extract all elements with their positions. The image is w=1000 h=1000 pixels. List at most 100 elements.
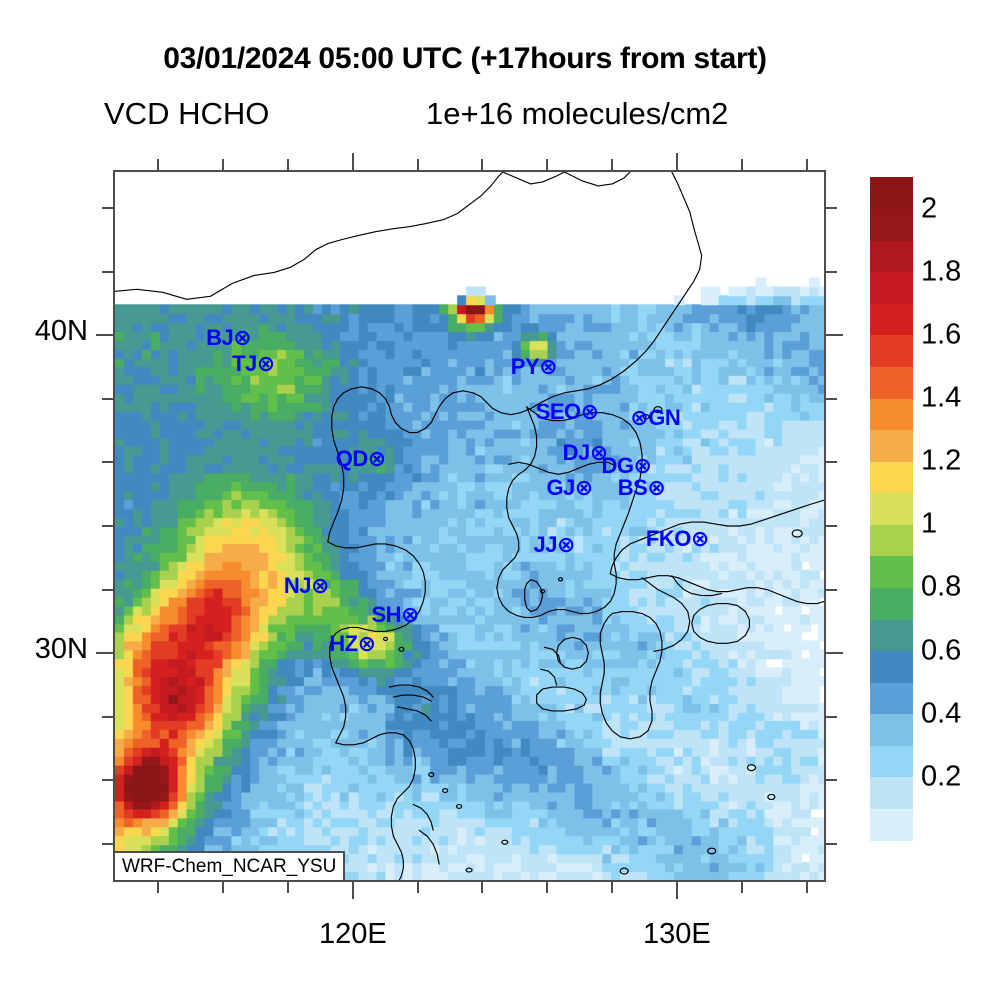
x-tick-minor-top xyxy=(287,159,289,170)
x-tick-minor xyxy=(481,882,484,893)
y-tick-minor xyxy=(102,715,113,718)
city-point-icon: ⊗ xyxy=(401,602,419,627)
city-label: DG xyxy=(601,452,635,478)
x-tick-minor-top xyxy=(611,159,614,170)
city-point-icon: ⊗ xyxy=(311,573,329,599)
colorbar-band xyxy=(870,271,913,304)
city-label: NJ xyxy=(283,573,312,599)
colorbar-tick-label: 0.6 xyxy=(921,634,962,667)
model-credit-text: WRF-Chem_NCAR_YSU xyxy=(122,855,337,877)
city-label: GJ xyxy=(546,474,575,500)
city-label: QD xyxy=(335,446,369,472)
city-marker-bj: BJ⊗ xyxy=(206,325,252,351)
variable-label: VCD HCHO xyxy=(104,96,270,131)
x-tick-minor xyxy=(416,882,419,893)
y-tick-minor xyxy=(102,779,113,782)
colorbar-tick-label: 2 xyxy=(921,192,938,225)
y-tick-minor-right xyxy=(826,270,837,273)
subtitle-row: VCD HCHO 1e+16 molecules/cm2 xyxy=(104,96,924,138)
x-axis-label: 130E xyxy=(643,918,711,950)
colorbar-band xyxy=(870,177,913,210)
city-marker-sh: SH⊗ xyxy=(371,604,419,626)
city-marker-fko: FKO⊗ xyxy=(645,525,709,551)
colorbar-band xyxy=(870,555,913,588)
colorbar-tick-label: 1.2 xyxy=(921,444,962,477)
colorbar-band xyxy=(870,208,913,241)
y-tick-minor xyxy=(102,207,113,210)
x-tick-minor-top xyxy=(481,159,484,170)
city-marker-gj: GJ⊗ xyxy=(546,474,593,500)
colorbar-band xyxy=(870,366,913,399)
colorbar-band xyxy=(870,745,913,778)
city-point-icon: ⊗ xyxy=(357,630,376,656)
coastline-overlay xyxy=(115,172,824,880)
map-plot-area[interactable] xyxy=(113,170,826,882)
x-tick-minor-top xyxy=(157,159,160,170)
x-tick-minor xyxy=(546,882,549,893)
city-point-icon: ⊗ xyxy=(556,532,575,558)
city-marker-hz: HZ⊗ xyxy=(329,630,376,656)
colorbar-band xyxy=(870,240,913,273)
x-tick-minor-top xyxy=(222,159,225,170)
y-tick-minor xyxy=(102,461,113,464)
city-label: DJ xyxy=(562,439,591,465)
city-label: JJ xyxy=(533,532,557,558)
y-tick-major-right xyxy=(826,652,843,655)
colorbar-band xyxy=(870,461,913,494)
x-tick-major xyxy=(351,882,354,899)
city-marker-jj: JJ⊗ xyxy=(533,532,575,558)
city-point-icon: ⊗ xyxy=(647,474,666,500)
y-tick-minor-right xyxy=(826,461,837,464)
model-credit-box: WRF-Chem_NCAR_YSU xyxy=(113,851,346,882)
x-tick-minor-top xyxy=(805,159,808,170)
city-point-icon: ⊗ xyxy=(630,404,649,430)
x-tick-minor xyxy=(805,882,808,893)
colorbar-tick-label: 0.2 xyxy=(921,760,962,793)
city-marker-bs: BS⊗ xyxy=(617,474,666,500)
colorbar-band xyxy=(870,334,913,367)
city-label: BJ xyxy=(206,325,234,351)
colorbar-band xyxy=(870,619,913,652)
city-label: BS xyxy=(617,474,648,500)
colorbar-band xyxy=(870,524,913,557)
city-label: SH xyxy=(371,602,401,627)
y-tick-minor-right xyxy=(826,779,837,782)
city-marker-dg: DG⊗ xyxy=(601,452,652,478)
colorbar-tick-label: 0.4 xyxy=(921,697,962,730)
x-axis-label: 120E xyxy=(318,918,387,950)
y-tick-minor xyxy=(102,588,113,591)
city-point-icon: ⊗ xyxy=(233,325,252,351)
y-tick-minor-right xyxy=(826,588,837,591)
city-point-icon: ⊗ xyxy=(256,350,275,376)
y-tick-major-right xyxy=(826,334,843,337)
colorbar-tick-label: 1.6 xyxy=(921,318,962,351)
city-point-icon: ⊗ xyxy=(574,474,593,500)
colorbar-tick-label: 1.4 xyxy=(921,381,962,414)
colorbar-band xyxy=(870,808,913,841)
x-tick-minor xyxy=(287,882,289,893)
x-tick-minor xyxy=(222,882,225,893)
colorbar-band xyxy=(870,429,913,462)
city-label: TJ xyxy=(232,350,257,376)
x-tick-minor xyxy=(740,882,743,893)
city-point-icon: ⊗ xyxy=(589,439,608,465)
city-point-icon: ⊗ xyxy=(580,398,599,424)
y-tick-minor-right xyxy=(826,842,837,845)
city-point-icon: ⊗ xyxy=(367,446,386,472)
y-tick-minor xyxy=(102,397,113,400)
colorbar-band xyxy=(870,303,913,336)
units-label: 1e+16 molecules/cm2 xyxy=(426,96,729,131)
city-label: HZ xyxy=(329,630,358,656)
y-tick-major xyxy=(96,652,113,655)
city-label: FKO xyxy=(645,525,691,551)
city-marker-qd: QD⊗ xyxy=(336,448,386,470)
colorbar xyxy=(870,177,913,841)
y-tick-minor xyxy=(102,270,113,273)
colorbar-band xyxy=(870,650,913,683)
colorbar-band xyxy=(870,398,913,431)
colorbar-tick-label: 1.8 xyxy=(921,255,962,288)
y-tick-minor xyxy=(102,842,113,845)
city-marker-nj: NJ⊗ xyxy=(283,573,330,599)
x-tick-major xyxy=(675,882,678,899)
